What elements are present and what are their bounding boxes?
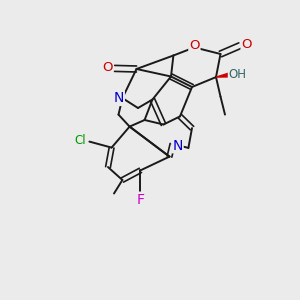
- Text: F: F: [137, 193, 145, 206]
- Polygon shape: [216, 70, 239, 77]
- Text: O: O: [242, 38, 252, 51]
- Text: N: N: [114, 91, 124, 105]
- Text: OH: OH: [229, 68, 247, 81]
- Text: N: N: [172, 139, 183, 152]
- Text: O: O: [102, 61, 112, 74]
- Text: Cl: Cl: [74, 134, 85, 147]
- Text: O: O: [189, 39, 200, 52]
